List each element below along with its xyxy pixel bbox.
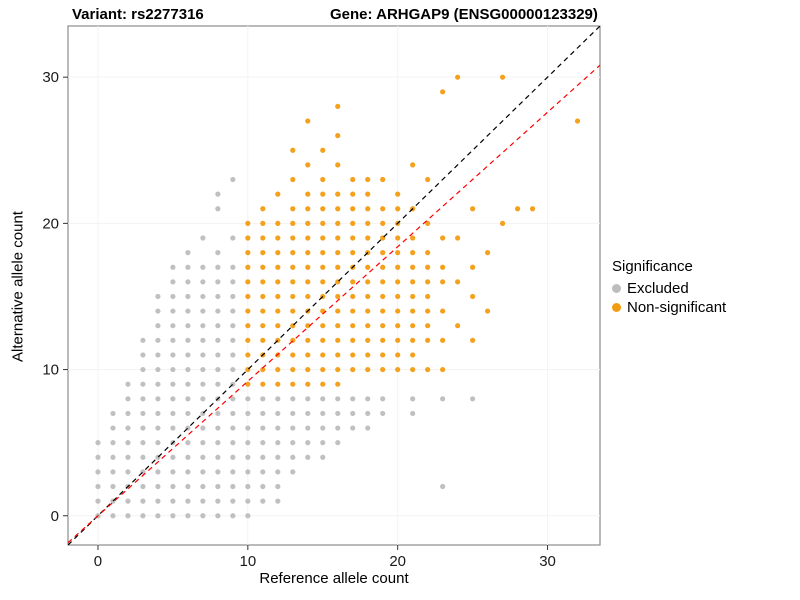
identity-line xyxy=(68,26,600,545)
legend-title: Significance xyxy=(612,258,693,275)
legend-dot xyxy=(612,284,621,293)
y-tick-label: 10 xyxy=(42,362,59,379)
x-axis-label: Reference allele count xyxy=(259,570,409,587)
legend-label: Non-significant xyxy=(627,299,727,316)
x-tick-label: 0 xyxy=(94,553,102,570)
legend-item-non-significant: Non-significant xyxy=(612,298,726,317)
excluded-points xyxy=(95,176,476,519)
x-tick-label: 30 xyxy=(539,553,556,570)
legend-item-excluded: Excluded xyxy=(612,279,726,298)
legend-items: Excluded Non-significant xyxy=(612,279,726,317)
y-axis-label: Alternative allele count xyxy=(9,211,27,362)
legend: Significance Excluded Non-significant xyxy=(612,258,726,317)
y-tick-label: 0 xyxy=(51,508,59,525)
gene-title: Gene: ARHGAP9 (ENSG00000123329) xyxy=(330,6,598,23)
x-tick-label: 20 xyxy=(389,553,406,570)
x-tick-label: 10 xyxy=(239,553,256,570)
legend-label: Excluded xyxy=(627,280,689,297)
y-tick-label: 30 xyxy=(42,69,59,86)
y-tick-label: 20 xyxy=(42,215,59,232)
fit-line xyxy=(68,64,600,544)
legend-dot xyxy=(612,303,621,312)
variant-title: Variant: rs2277316 xyxy=(72,6,204,23)
